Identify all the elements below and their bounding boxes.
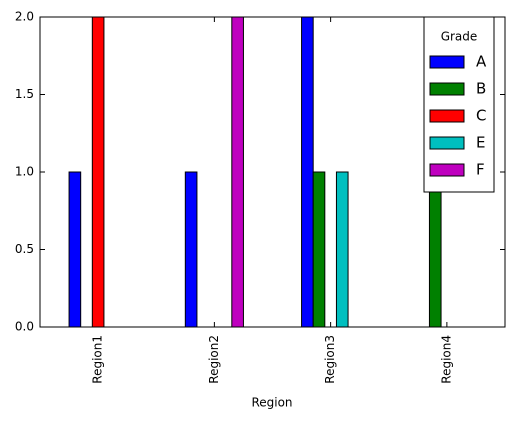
x-tick-label: Region4 xyxy=(439,335,453,384)
x-tick-label: Region2 xyxy=(207,335,221,384)
legend-label: C xyxy=(476,107,486,125)
legend-label: B xyxy=(476,80,486,98)
legend-box xyxy=(423,16,495,193)
legend-label: A xyxy=(476,53,487,71)
bar xyxy=(184,171,198,328)
legend-swatch xyxy=(429,55,465,69)
x-tick-label: Region3 xyxy=(323,335,337,384)
y-tick-label: 1.0 xyxy=(15,165,34,179)
bar xyxy=(91,16,105,328)
bar xyxy=(231,16,244,328)
y-tick-label: 1.5 xyxy=(15,87,34,101)
legend-swatch xyxy=(429,163,465,177)
x-tick-label: Region1 xyxy=(91,335,105,384)
legend-swatch xyxy=(429,136,465,150)
legend-title: Grade xyxy=(441,30,478,44)
y-tick-label: 0.5 xyxy=(15,242,34,256)
legend-swatch xyxy=(429,109,465,123)
legend-label: F xyxy=(476,161,485,179)
legend-swatch xyxy=(429,82,465,96)
bar xyxy=(312,171,326,328)
bar xyxy=(335,171,349,328)
legend-label: E xyxy=(476,134,485,152)
x-axis-label: Region xyxy=(251,396,292,410)
y-tick-label: 0.0 xyxy=(15,320,34,334)
bar xyxy=(68,171,82,328)
plot-frame xyxy=(39,16,506,328)
bar xyxy=(428,171,442,328)
bar xyxy=(301,16,314,328)
y-tick-label: 2.0 xyxy=(15,10,34,24)
